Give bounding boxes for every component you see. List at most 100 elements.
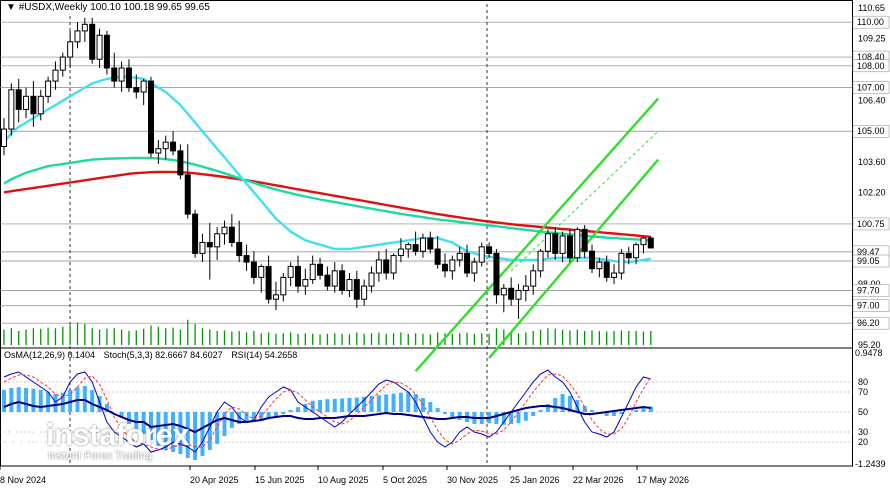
osma-bar xyxy=(612,412,617,416)
candle-body xyxy=(442,263,448,272)
time-axis: 8 Nov 2024 20 Apr 2025 15 Jun 2025 10 Aug 2… xyxy=(0,466,689,485)
trend-channel xyxy=(414,97,660,372)
volume-bars xyxy=(3,319,652,345)
candle-body xyxy=(596,261,603,270)
candle-body xyxy=(1,128,7,148)
candle-body xyxy=(37,95,44,115)
ma-mid-line xyxy=(3,156,651,242)
indicator-title: OsMA(12,26,9) 0.1404 Stoch(5,3,3) 82.666… xyxy=(4,350,303,360)
osma-bar xyxy=(104,404,109,412)
candle-body xyxy=(81,23,88,32)
plot-frame xyxy=(0,0,853,467)
osma-bar xyxy=(509,412,514,424)
price-tick-label: 109.25 xyxy=(858,34,886,44)
osma-bar xyxy=(53,394,58,412)
price-tick-label: 106.40 xyxy=(858,96,886,106)
price-tick-label: 95.20 xyxy=(858,340,881,350)
candle-body xyxy=(449,259,456,272)
osma-bar xyxy=(553,398,558,412)
candle-body xyxy=(45,80,52,97)
candle-body xyxy=(280,276,287,296)
time-tick-label: 5 Oct 2025 xyxy=(383,475,427,485)
osma-bar xyxy=(376,395,381,412)
candle-body xyxy=(23,95,30,110)
candle-body xyxy=(250,261,257,278)
osma-bar xyxy=(9,388,14,412)
price-level-label: 96.20 xyxy=(857,318,880,328)
candle-body xyxy=(96,34,103,60)
candle-body xyxy=(419,237,426,252)
logo-name: instaforex xyxy=(46,417,190,452)
osma-bar xyxy=(207,412,212,450)
indicator-panel xyxy=(0,369,852,460)
osma-bar xyxy=(16,387,21,412)
candlesticks xyxy=(1,17,654,319)
price-level-label: 105.00 xyxy=(857,126,885,136)
price-axis: 110.65109.25107.85106.40103.60102.2098.0… xyxy=(852,3,890,469)
dropdown-arrow-icon[interactable]: ▼ xyxy=(6,2,16,13)
candle-body xyxy=(383,259,390,274)
osma-label: OsMA(12,26,9) 0.1404 xyxy=(4,350,96,360)
osma-bar xyxy=(398,392,403,412)
candle-body xyxy=(515,289,522,300)
osma-bar xyxy=(545,404,550,412)
osma-bar xyxy=(590,410,594,412)
candle-body xyxy=(405,244,412,250)
candle-body xyxy=(265,265,272,300)
osma-bar xyxy=(435,408,440,412)
osma-bar xyxy=(634,410,639,412)
price-level-label-bg xyxy=(852,254,890,268)
price-level-label-bg xyxy=(852,316,890,330)
price-level-label-bg xyxy=(852,284,890,297)
indicator-tick-label: 80 xyxy=(858,377,868,387)
candle-body xyxy=(611,272,618,278)
candle-body xyxy=(456,252,463,261)
candle-body xyxy=(574,228,581,259)
time-tick-label: 17 May 2026 xyxy=(637,475,689,485)
candle-body xyxy=(633,244,640,259)
candle-body xyxy=(434,248,441,265)
candle-body xyxy=(52,69,59,82)
osma-bar xyxy=(38,390,43,412)
candle-body xyxy=(346,279,353,291)
price-level-label-bg xyxy=(852,217,890,231)
candle-body xyxy=(368,272,375,287)
candle-body xyxy=(258,265,265,278)
candle-body xyxy=(361,285,368,300)
candle-body xyxy=(390,255,397,274)
candle-body xyxy=(552,233,559,254)
osma-bar xyxy=(60,392,65,412)
indicator-tick-label: 70 xyxy=(858,387,868,397)
candle-body xyxy=(493,252,500,296)
candle-body xyxy=(530,270,537,287)
indicator-tick-label: 50 xyxy=(858,407,868,417)
symbol-label: #USDX,Weekly xyxy=(18,2,88,13)
osma-bar xyxy=(582,406,587,412)
osma-bar xyxy=(126,412,131,424)
candle-body xyxy=(508,287,515,300)
candle-body xyxy=(15,89,22,110)
indicator-tick-label: 30 xyxy=(858,427,868,437)
osma-bar xyxy=(450,412,455,418)
osma-bar xyxy=(215,412,220,444)
osma-bar xyxy=(619,412,624,414)
candle-body xyxy=(324,274,331,287)
time-tick-label: 10 Aug 2025 xyxy=(318,475,369,485)
indicator-tick-label: 20 xyxy=(858,437,868,447)
osma-bar xyxy=(648,406,653,412)
candle-body xyxy=(162,141,169,150)
osma-bar xyxy=(347,398,352,412)
osma-bar xyxy=(443,412,447,414)
osma-bar xyxy=(391,393,396,412)
indicator-tick-label: -1.2439 xyxy=(855,459,886,469)
osma-bar xyxy=(156,412,161,446)
rsi-line xyxy=(3,399,651,434)
osma-bar xyxy=(604,412,609,416)
channel-lower-line xyxy=(488,158,660,359)
candle-body xyxy=(8,89,15,130)
osma-bar xyxy=(494,412,499,424)
osma-bar xyxy=(538,410,543,412)
candle-body xyxy=(331,270,338,287)
candle-body xyxy=(103,34,110,69)
